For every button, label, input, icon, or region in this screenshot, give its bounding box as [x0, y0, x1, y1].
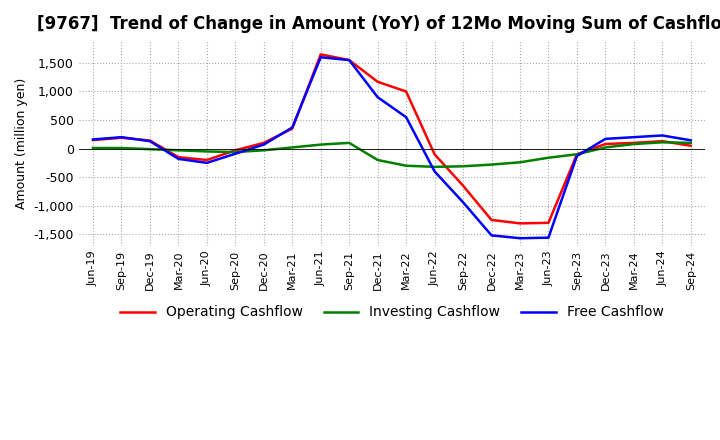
- Investing Cashflow: [459, 164, 467, 169]
- Title: [9767]  Trend of Change in Amount (YoY) of 12Mo Moving Sum of Cashflows: [9767] Trend of Change in Amount (YoY) o…: [37, 15, 720, 33]
- Investing Cashflow: [174, 148, 183, 153]
- Investing Cashflow: [145, 147, 154, 152]
- Operating Cashflow: [259, 140, 268, 146]
- Free Cashflow: [259, 142, 268, 147]
- Investing Cashflow: [487, 162, 496, 167]
- Operating Cashflow: [202, 158, 211, 163]
- Free Cashflow: [516, 235, 524, 241]
- Investing Cashflow: [89, 145, 97, 150]
- Free Cashflow: [117, 135, 126, 140]
- Free Cashflow: [231, 151, 240, 156]
- Operating Cashflow: [316, 52, 325, 57]
- Investing Cashflow: [288, 145, 297, 150]
- Free Cashflow: [288, 125, 297, 130]
- Investing Cashflow: [544, 155, 553, 160]
- Investing Cashflow: [316, 142, 325, 147]
- Free Cashflow: [402, 114, 410, 120]
- Investing Cashflow: [686, 140, 695, 146]
- Operating Cashflow: [145, 138, 154, 143]
- Operating Cashflow: [174, 154, 183, 160]
- Investing Cashflow: [259, 148, 268, 153]
- Free Cashflow: [487, 233, 496, 238]
- Operating Cashflow: [89, 137, 97, 143]
- Operating Cashflow: [288, 126, 297, 131]
- Free Cashflow: [345, 58, 354, 63]
- Free Cashflow: [431, 169, 439, 174]
- Operating Cashflow: [117, 135, 126, 140]
- Operating Cashflow: [601, 141, 610, 147]
- Free Cashflow: [572, 154, 581, 159]
- Free Cashflow: [601, 136, 610, 142]
- Operating Cashflow: [459, 183, 467, 188]
- Y-axis label: Amount (million yen): Amount (million yen): [15, 77, 28, 209]
- Investing Cashflow: [402, 163, 410, 169]
- Operating Cashflow: [231, 148, 240, 153]
- Investing Cashflow: [431, 164, 439, 169]
- Investing Cashflow: [601, 145, 610, 150]
- Operating Cashflow: [345, 58, 354, 63]
- Operating Cashflow: [516, 221, 524, 226]
- Operating Cashflow: [402, 89, 410, 94]
- Operating Cashflow: [658, 139, 667, 144]
- Free Cashflow: [658, 133, 667, 138]
- Free Cashflow: [374, 95, 382, 100]
- Free Cashflow: [459, 200, 467, 205]
- Line: Investing Cashflow: Investing Cashflow: [93, 142, 690, 167]
- Investing Cashflow: [202, 149, 211, 154]
- Investing Cashflow: [572, 152, 581, 157]
- Investing Cashflow: [658, 139, 667, 145]
- Free Cashflow: [686, 138, 695, 143]
- Line: Operating Cashflow: Operating Cashflow: [93, 55, 690, 224]
- Operating Cashflow: [686, 143, 695, 148]
- Free Cashflow: [544, 235, 553, 240]
- Free Cashflow: [145, 139, 154, 144]
- Investing Cashflow: [345, 140, 354, 146]
- Operating Cashflow: [629, 140, 638, 146]
- Line: Free Cashflow: Free Cashflow: [93, 57, 690, 238]
- Operating Cashflow: [544, 220, 553, 225]
- Investing Cashflow: [231, 149, 240, 154]
- Investing Cashflow: [629, 141, 638, 147]
- Investing Cashflow: [374, 158, 382, 163]
- Free Cashflow: [174, 156, 183, 161]
- Free Cashflow: [202, 160, 211, 165]
- Operating Cashflow: [487, 217, 496, 223]
- Free Cashflow: [629, 135, 638, 140]
- Investing Cashflow: [117, 145, 126, 150]
- Investing Cashflow: [516, 160, 524, 165]
- Operating Cashflow: [374, 79, 382, 84]
- Free Cashflow: [316, 55, 325, 60]
- Legend: Operating Cashflow, Investing Cashflow, Free Cashflow: Operating Cashflow, Investing Cashflow, …: [114, 300, 670, 325]
- Free Cashflow: [89, 137, 97, 142]
- Operating Cashflow: [572, 152, 581, 157]
- Operating Cashflow: [431, 152, 439, 157]
